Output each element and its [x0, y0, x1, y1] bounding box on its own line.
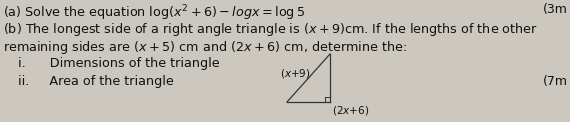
Text: ii.     Area of the triangle: ii. Area of the triangle	[18, 75, 174, 88]
Text: (7m: (7m	[543, 75, 568, 88]
Text: (b) The longest side of a right angle triangle is $(x + 9)$cm. If the lengths of: (b) The longest side of a right angle tr…	[3, 21, 538, 38]
Text: remaining sides are $(x + 5)$ cm and $(2x + 6)$ cm, determine the:: remaining sides are $(x + 5)$ cm and $(2…	[3, 39, 407, 56]
Text: i.      Dimensions of the triangle: i. Dimensions of the triangle	[18, 57, 219, 70]
Text: (3m: (3m	[543, 3, 568, 16]
Text: (a) Solve the equation $\log(x^2 + 6) - \mathit{log}x = \log 5$: (a) Solve the equation $\log(x^2 + 6) - …	[3, 3, 305, 23]
Text: $(x{+}9)$: $(x{+}9)$	[280, 67, 311, 81]
Text: $(2x{+}6)$: $(2x{+}6)$	[332, 104, 369, 117]
